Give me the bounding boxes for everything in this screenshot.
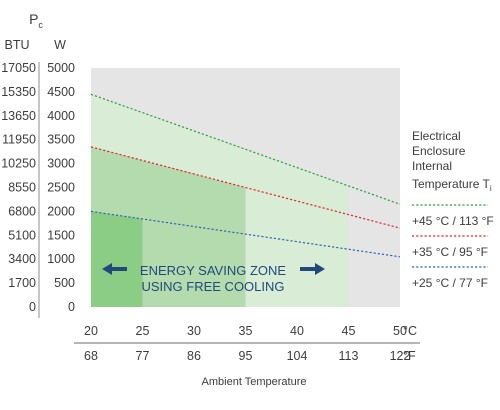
free-cooling-zone-3 — [91, 211, 143, 307]
y-tick-w: 3000 — [47, 157, 75, 171]
y-tick-btu: 0 — [29, 300, 36, 314]
x-tick-celsius: 25 — [136, 324, 150, 338]
legend-title-line-1: Electrical — [412, 129, 461, 143]
y-tick-w: 0 — [68, 300, 75, 314]
arrow-right-icon — [300, 263, 325, 275]
y-tick-btu: 13650 — [1, 109, 36, 123]
legend-label: +45 °C / 113 °F — [412, 214, 494, 228]
y-tick-w: 500 — [54, 276, 75, 290]
y-axis-unit-w: W — [54, 38, 66, 52]
legend-label: +35 °C / 95 °F — [412, 245, 488, 259]
x-tick-celsius: 35 — [239, 324, 253, 338]
legend-label: +25 °C / 77 °F — [412, 276, 488, 290]
y-tick-btu: 3400 — [8, 252, 36, 266]
legend-title-subscript: i — [490, 184, 492, 193]
free-cooling-annotation: ENERGY SAVING ZONE USING FREE COOLING — [102, 263, 325, 294]
y-tick-w: 1000 — [47, 252, 75, 266]
y-tick-w: 1500 — [47, 228, 75, 242]
legend-items: +45 °C / 113 °F +35 °C / 95 °F +25 °C / 77… — [412, 204, 494, 290]
legend-title-line-4: Temperature Ti — [412, 177, 492, 193]
x-axis-label: Ambient Temperature — [202, 376, 307, 388]
annotation-line-1: ENERGY SAVING ZONE — [140, 263, 286, 278]
series-line-2 — [90, 146, 401, 229]
y-tick-btu: 8550 — [8, 181, 36, 195]
y-tick-btu: 1700 — [8, 276, 36, 290]
x-unit-fahrenheit: °F — [403, 349, 416, 363]
y-axis-unit-btu: BTU — [5, 38, 30, 52]
legend-title-line-2: Enclosure — [412, 144, 466, 158]
x-tick-fahrenheit: 113 — [339, 349, 359, 363]
series-line-1 — [90, 93, 401, 205]
legend-title-line-3: Internal — [412, 159, 452, 173]
x-tick-fahrenheit: 77 — [136, 349, 150, 363]
y-tick-btu: 5100 — [8, 228, 36, 242]
series-line-3 — [90, 210, 401, 258]
y-tick-w: 5000 — [47, 61, 75, 75]
y-tick-w: 2500 — [47, 181, 75, 195]
x-tick-fahrenheit: 104 — [287, 349, 308, 363]
y-axis-symbol-subscript: c — [38, 20, 43, 30]
series-lines — [90, 93, 401, 258]
x-tick-fahrenheit: 86 — [187, 349, 201, 363]
y-tick-btu: 10250 — [1, 157, 36, 171]
x-tick-celsius: 30 — [187, 324, 201, 338]
annotation-line-2: USING FREE COOLING — [141, 279, 284, 294]
y-tick-btu: 15350 — [1, 85, 36, 99]
y-tick-w: 2000 — [47, 204, 75, 218]
x-axis-ticks: 20 68 25 77 30 86 35 95 40 104 45 113 50 122 — [84, 324, 410, 363]
y-tick-btu: 11950 — [2, 133, 36, 147]
y-tick-btu: 17050 — [1, 61, 36, 75]
legend: Electrical Enclosure Internal Temperatur… — [412, 129, 494, 290]
arrow-left-icon — [102, 263, 127, 275]
x-unit-celsius: °C — [403, 324, 417, 338]
y-tick-w: 4500 — [47, 85, 75, 99]
y-tick-w: 3500 — [47, 133, 75, 147]
x-tick-fahrenheit: 122 — [390, 349, 411, 363]
x-tick-celsius: 45 — [342, 324, 356, 338]
y-axis-symbol: Pc — [29, 11, 43, 30]
x-tick-celsius: 40 — [290, 324, 304, 338]
y-tick-btu: 6800 — [8, 204, 36, 218]
y-tick-w: 4000 — [47, 109, 75, 123]
x-tick-fahrenheit: 68 — [84, 349, 98, 363]
x-tick-celsius: 20 — [84, 324, 98, 338]
free-cooling-zones — [91, 94, 349, 307]
x-tick-celsius: 50 — [393, 324, 407, 338]
x-tick-fahrenheit: 95 — [239, 349, 253, 363]
